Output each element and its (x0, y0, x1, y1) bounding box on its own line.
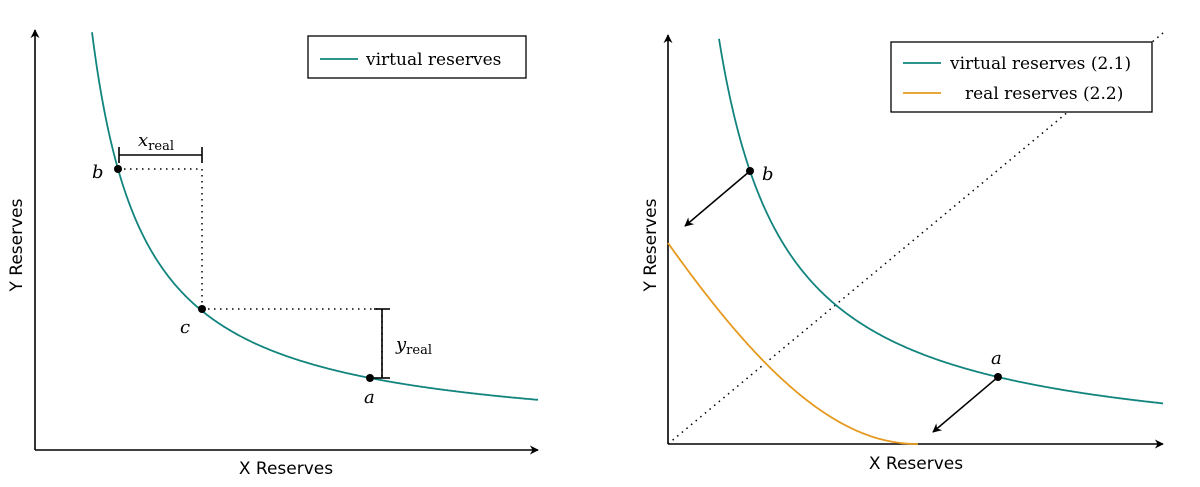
x-real-label: xreal (138, 130, 174, 154)
left-guide-b-to-c (118, 168, 203, 309)
arrow-from-b (684, 170, 751, 227)
left-label-c: c (180, 317, 190, 338)
right-chart: b a virtual reserves (2.1) real reserves… (641, 32, 1164, 474)
right-point-a (994, 373, 1002, 381)
left-virtual-reserves-curve (91, 32, 539, 401)
y-real-label: yreal (395, 334, 432, 358)
right-legend: virtual reserves (2.1) real reserves (2.… (890, 41, 1153, 113)
arrow-from-a (932, 376, 999, 433)
left-label-a: a (364, 387, 375, 408)
left-legend: virtual reserves (307, 35, 527, 79)
right-label-b: b (762, 164, 774, 185)
left-y-axis-label: Y Reserves (7, 198, 27, 292)
right-x-axis-label: X Reserves (869, 454, 963, 474)
left-point-a (366, 374, 374, 382)
y-real-bracket (374, 308, 390, 379)
x-real-bracket (118, 147, 203, 163)
left-x-axis-label: X Reserves (239, 459, 333, 479)
right-real-reserves-curve (667, 242, 918, 445)
right-y-axis-label: Y Reserves (641, 198, 661, 292)
right-legend-entry-virtual: virtual reserves (2.1) (949, 54, 1131, 74)
left-legend-entry: virtual reserves (365, 50, 501, 70)
right-legend-entry-real: real reserves (2.2) (965, 84, 1123, 104)
left-point-b (114, 165, 122, 173)
right-virtual-reserves-curve (718, 38, 1164, 405)
right-label-a: a (991, 348, 1002, 369)
left-chart: b c a xreal yreal virtual reserves X Res… (7, 29, 539, 479)
left-guide-c-to-a (202, 308, 383, 378)
left-point-c (198, 305, 206, 313)
right-point-b (746, 167, 754, 175)
left-label-b: b (92, 162, 104, 183)
